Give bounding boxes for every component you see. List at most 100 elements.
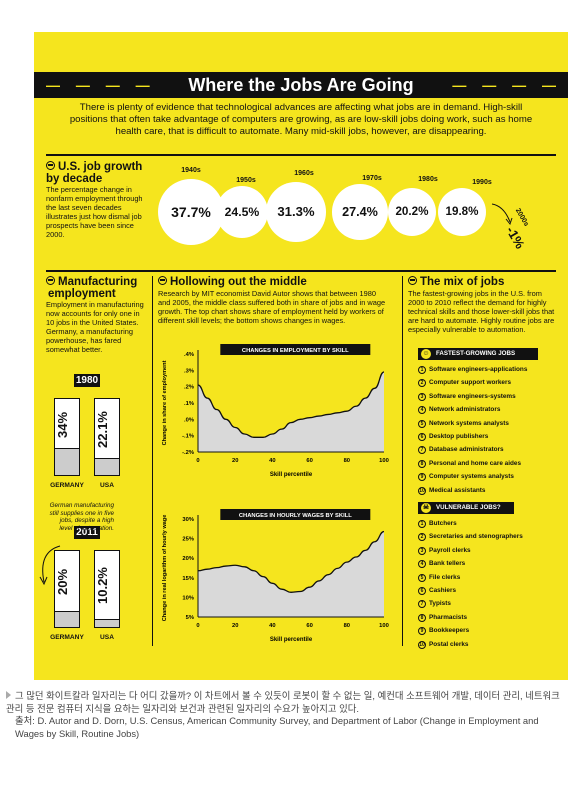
job-list-item: 1 Butchers (418, 519, 457, 528)
hollowing-body: Research by MIT economist David Autor sh… (158, 289, 386, 325)
divider-vertical (402, 276, 403, 646)
job-list-item: 4 Network administrators (418, 405, 500, 415)
vulnerable-jobs-header: ☠ VULNERABLE JOBS? (418, 502, 514, 514)
manufacturing-body: Employment in manufacturing now accounts… (46, 300, 144, 354)
germany-note: German manufacturing still supplies one … (49, 502, 114, 532)
growth-heading-line2: by decade (46, 173, 103, 185)
manufacturing-bar-value: 10.2% (95, 567, 110, 605)
job-list-item: 2 Computer support workers (418, 378, 512, 388)
x-tick-label: 100 (379, 623, 389, 629)
manufacturing-bar-fill (95, 619, 119, 627)
job-name: Butchers (429, 520, 457, 527)
chart-title-bg (220, 344, 371, 355)
y-tick-label: 15% (182, 576, 194, 582)
chart-title: CHANGES IN HOURLY WAGES BY SKILL (239, 513, 352, 519)
country-label: USA (100, 634, 114, 641)
job-name: Typists (429, 600, 451, 608)
title-dashes-left: — — — — (46, 77, 156, 93)
vulnerable-jobs-label: VULNERABLE JOBS? (436, 504, 501, 511)
x-axis-label: Skill percentile (270, 472, 313, 478)
title-text: Where the Jobs Are Going (188, 75, 414, 95)
x-tick-label: 80 (344, 458, 350, 464)
fastest-jobs-header: ☺ FASTEST-GROWING JOBS (418, 348, 538, 360)
number-badge: 8 (418, 613, 426, 622)
growth-bubble: 37.7% (158, 179, 224, 245)
job-list-item: 5 File clerks (418, 573, 460, 582)
caption-source: 출처: D. Autor and D. Dorn, U.S. Census, A… (15, 715, 539, 739)
job-list-item: 3 Software engineers-systems (418, 392, 516, 401)
job-list-item: 8 Pharmacists (418, 613, 467, 622)
y-tick-label: .1% (184, 401, 194, 407)
job-list-item: 9 Bookkeepers (418, 626, 469, 636)
y-tick-label: 10% (182, 595, 194, 601)
job-list-item: 9 Computer systems analysts (418, 472, 514, 482)
skull-icon: ☠ (421, 503, 431, 513)
bullet-icon (6, 691, 11, 699)
y-axis-label: Change in share of employment (162, 360, 168, 445)
note-arrow-icon (39, 545, 61, 586)
number-badge: 7 (418, 446, 426, 455)
number-badge: 3 (418, 546, 426, 555)
decade-label: 1950s (236, 176, 256, 184)
year-label-1980: 1980 (74, 374, 100, 387)
y-tick-label: .3% (184, 368, 194, 374)
job-list-item: 6 Cashiers (418, 586, 456, 595)
job-name: File clerks (429, 573, 461, 581)
job-name: Payroll clerks (429, 546, 471, 554)
decade-label: 1970s (362, 175, 382, 183)
x-tick-label: 60 (306, 458, 312, 464)
x-axis-label: Skill percentile (270, 637, 313, 643)
job-list-item: 10 Medical assistants (418, 486, 485, 495)
decade-label: 1960s (294, 170, 314, 178)
growth-heading: U.S. job growth by decade (46, 161, 166, 185)
x-tick-label: 60 (306, 623, 312, 629)
hollowing-heading-text: Hollowing out the middle (170, 276, 307, 288)
growth-bubble: 27.4% (332, 184, 388, 240)
job-list-item: 1 Software engineers-applications (418, 365, 527, 374)
manufacturing-bar: 34% (54, 398, 80, 476)
divider (46, 270, 556, 272)
manufacturing-bar: 22.1% (94, 398, 120, 476)
wage-chart: CHANGES IN HOURLY WAGES BY SKILL 30% 25% 20… (162, 509, 389, 643)
minus-icon (46, 161, 55, 170)
number-badge: 5 (418, 573, 426, 582)
caption: 그 많던 화이트칼라 일자리는 다 어디 갔을까? 이 차트에서 볼 수 있듯이… (6, 690, 566, 740)
divider-vertical (152, 276, 153, 646)
series-line (197, 371, 385, 438)
infographic: — — — — Where the Jobs Are Going — — — —… (34, 32, 568, 680)
chart-title: CHANGES IN EMPLOYMENT BY SKILL (242, 348, 349, 354)
fastest-jobs-label: FASTEST-GROWING JOBS (436, 350, 516, 357)
smile-icon: ☺ (421, 349, 431, 359)
number-badge: 1 (418, 520, 426, 528)
mix-heading: The mix of jobs (408, 276, 558, 288)
number-badge: 9 (418, 473, 426, 482)
y-tick-label: .0% (184, 417, 194, 423)
mix-body: The fastest-growing jobs in the U.S. fro… (408, 289, 555, 334)
x-tick-label: 100 (379, 458, 389, 464)
employment-chart: CHANGES IN EMPLOYMENT BY SKILL .4% .3% .2%.… (162, 344, 389, 478)
decade-label: 1980s (418, 175, 438, 183)
job-name: Medical assistants (429, 486, 486, 494)
job-name: Bank tellers (429, 560, 466, 568)
y-tick-label: 30% (182, 517, 194, 523)
manufacturing-bar-value: 22.1% (95, 411, 110, 448)
title-dashes-right: — — — — (452, 77, 562, 93)
growth-heading-line1: U.S. job growth (58, 161, 143, 173)
y-tick-label: -.1% (182, 434, 194, 440)
caption-line1: 그 많던 화이트칼라 일자리는 다 어디 갔을까? 이 차트에서 볼 수 있듯이… (6, 690, 566, 715)
hollowing-heading: Hollowing out the middle (158, 276, 398, 288)
divider (46, 154, 556, 156)
manufacturing-bar-fill (95, 458, 119, 475)
minus-icon (46, 276, 55, 285)
number-badge: 2 (418, 533, 426, 542)
growth-body: The percentage change in nonfarm employm… (46, 185, 143, 239)
job-name: Pharmacists (429, 613, 468, 621)
number-badge: 1 (418, 366, 426, 374)
job-list-item: 7 Database administrators (418, 445, 504, 455)
number-badge: 3 (418, 392, 426, 401)
job-name: Computer support workers (429, 379, 512, 387)
x-tick-label: 40 (269, 623, 275, 629)
intro-text: There is plenty of evidence that technol… (69, 102, 533, 137)
number-badge: 6 (418, 433, 426, 441)
country-label: GERMANY (50, 482, 84, 489)
